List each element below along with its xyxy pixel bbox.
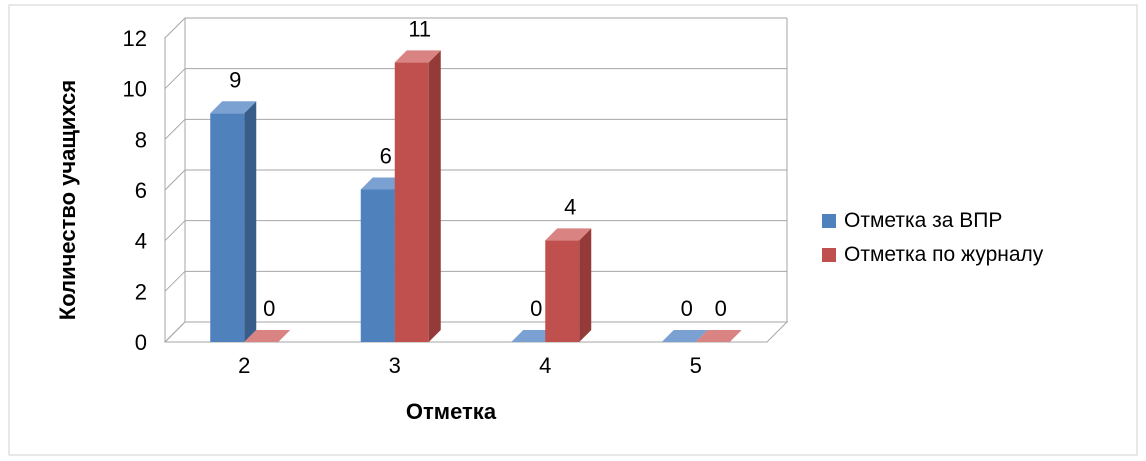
bar-front <box>545 240 580 342</box>
y-tick-label: 4 <box>135 229 147 254</box>
bar-top <box>394 50 441 63</box>
y-tick-label: 10 <box>123 77 147 102</box>
legend-item-vpr: Отметка за ВПР <box>822 204 1043 238</box>
side-gridline <box>164 270 186 292</box>
bar-side <box>428 50 441 343</box>
bar-top <box>545 228 592 241</box>
y-tick-label: 12 <box>123 26 147 51</box>
bar-front <box>394 62 429 343</box>
data-label: 0 <box>715 296 727 321</box>
x-tick-label: 4 <box>539 353 551 378</box>
bar-side <box>579 228 592 342</box>
tick-labels: 0 2 4 6 8 10 12 2 3 4 5 <box>123 26 702 378</box>
bar-front <box>360 189 395 342</box>
bar-journal-5 <box>695 330 742 342</box>
bar-journal-2 <box>244 330 291 342</box>
bar-front <box>210 113 245 342</box>
bar-vpr-5 <box>661 330 708 342</box>
data-label: 0 <box>681 296 693 321</box>
x-tick-label: 3 <box>389 353 401 378</box>
side-gridline <box>164 68 186 90</box>
legend-item-journal: Отметка по журналу <box>822 238 1043 272</box>
legend: Отметка за ВПР Отметка по журналу <box>822 204 1043 272</box>
legend-label-journal: Отметка по журналу <box>844 243 1044 266</box>
y-tick-label: 2 <box>135 279 147 304</box>
x-tick-label: 2 <box>238 353 250 378</box>
bar-journal-4 <box>545 228 592 342</box>
y-axis-title: Количество учащихся <box>55 80 80 320</box>
bar-top <box>695 330 742 342</box>
bar-journal-3 <box>394 50 441 343</box>
chart-border <box>8 4 1138 456</box>
side-gridline <box>164 220 186 242</box>
data-label: 0 <box>530 296 542 321</box>
data-label: 0 <box>263 296 275 321</box>
side-gridline <box>164 17 186 39</box>
data-label: 6 <box>380 144 392 169</box>
bar-top <box>210 101 257 114</box>
bar-top <box>661 330 708 342</box>
bar-side <box>244 101 257 342</box>
x-tick-label: 5 <box>690 353 702 378</box>
bar-top <box>244 330 291 342</box>
bars <box>210 50 742 343</box>
legend-label-vpr: Отметка за ВПР <box>844 209 1003 232</box>
data-label: 4 <box>564 194 576 219</box>
x-axis-title: Отметка <box>406 399 497 424</box>
legend-swatch-journal <box>822 248 836 262</box>
y-tick-label: 8 <box>135 127 147 152</box>
bar-vpr-2 <box>210 101 257 342</box>
data-label: 11 <box>408 16 431 41</box>
data-label: 9 <box>229 67 241 92</box>
side-gridline <box>164 118 186 140</box>
side-gridline <box>164 169 186 191</box>
y-tick-label: 0 <box>135 330 147 355</box>
y-tick-label: 6 <box>135 178 147 203</box>
legend-swatch-vpr <box>822 214 836 228</box>
